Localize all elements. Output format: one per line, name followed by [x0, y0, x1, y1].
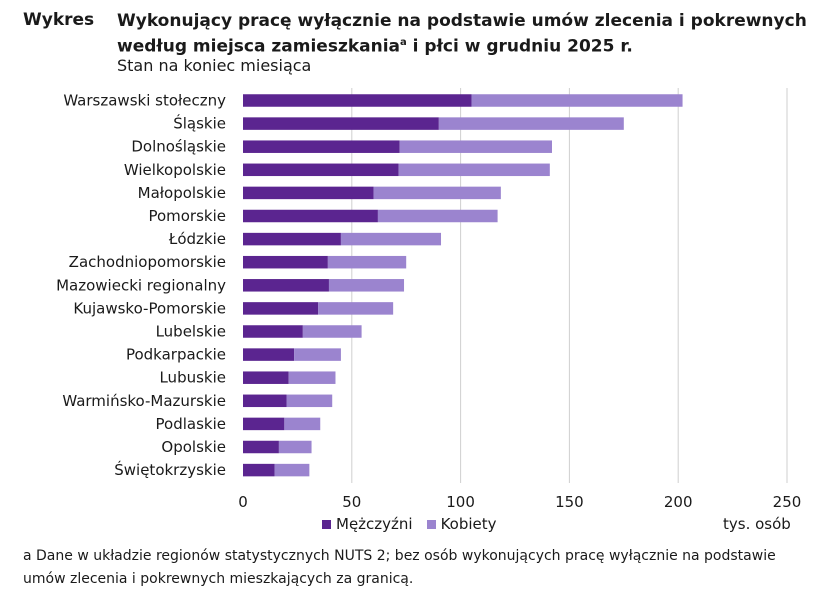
legend-swatch-men	[322, 519, 331, 529]
category-label: Lubuskie	[159, 369, 226, 387]
legend-item-men: Mężczyźni	[322, 515, 413, 533]
bar-men	[243, 325, 303, 338]
bar-men	[243, 186, 374, 200]
category-label: Wielkopolskie	[124, 161, 226, 179]
bar-women	[340, 232, 442, 246]
bar-men	[243, 140, 400, 153]
category-label: Kujawsko-Pomorskie	[73, 299, 226, 317]
category-label: Dolnośląskie	[131, 138, 226, 156]
bar-men	[243, 417, 285, 431]
bar-women	[274, 463, 310, 477]
x-tick-label: 200	[664, 493, 693, 511]
bar-women	[377, 209, 498, 223]
x-tick-labels: 0 50 100 150 200 250	[238, 493, 801, 511]
bar-men	[243, 117, 439, 130]
x-tick-label: 0	[238, 493, 248, 511]
category-label: Zachodniopomorskie	[69, 253, 226, 271]
chart-subtitle: Stan na koniec miesiąca	[117, 56, 312, 75]
chart-title-main: Wykonujący pracę wyłącznie na podstawie …	[117, 11, 807, 57]
category-label: Warmińsko-Mazurskie	[62, 392, 226, 410]
bar-women	[471, 94, 683, 107]
legend-label-men: Mężczyźni	[336, 515, 413, 533]
bar-women	[399, 140, 552, 153]
bar-women	[286, 394, 333, 408]
category-label: Lubelskie	[156, 323, 226, 341]
bar-women	[302, 325, 362, 338]
legend-swatch-women	[426, 519, 436, 529]
gridlines	[351, 88, 788, 483]
x-tick-label: 150	[555, 493, 584, 511]
bar-women	[288, 371, 336, 384]
category-label: Śląskie	[173, 114, 226, 133]
legend-label-women: Kobiety	[440, 515, 497, 533]
bar-men	[243, 348, 295, 361]
bar-men	[243, 94, 472, 107]
bar-women	[294, 348, 341, 361]
category-label: Mazowiecki regionalny	[56, 276, 226, 294]
x-tick-label: 250	[773, 493, 802, 511]
category-label: Podkarpackie	[126, 346, 226, 364]
bar-men	[243, 279, 329, 292]
bar-men	[243, 463, 275, 477]
chart-title: Wykonujący pracę wyłącznie na podstawie …	[117, 10, 817, 58]
bars	[243, 94, 683, 477]
bar-men	[243, 394, 287, 408]
category-label: Podlaskie	[156, 415, 226, 433]
footnote: a Dane w układzie regionów statystycznyc…	[23, 548, 776, 587]
bar-women	[438, 117, 624, 130]
legend: Mężczyźni Kobiety	[322, 515, 497, 533]
bar-women	[318, 302, 394, 315]
bar-women	[328, 279, 405, 292]
bar-women	[398, 163, 550, 177]
x-tick-label: 100	[446, 493, 475, 511]
chart-title-footnote-mark: a	[400, 37, 407, 48]
x-tick-label: 50	[342, 493, 361, 511]
chart-title-tail: i płci w grudniu 2025 r.	[406, 36, 633, 57]
bar-women	[373, 186, 501, 200]
bar-women	[284, 417, 321, 431]
bar-men	[243, 302, 319, 315]
legend-item-women: Kobiety	[426, 515, 497, 533]
bar-women	[278, 440, 312, 454]
bar-men	[243, 232, 341, 246]
category-label: Warszawski stołeczny	[63, 92, 226, 110]
bar-women	[327, 255, 407, 269]
figure-label: Wykres	[23, 10, 95, 30]
bar-men	[243, 371, 289, 384]
category-label: Małopolskie	[138, 184, 226, 202]
category-label: Łódzkie	[168, 230, 226, 248]
category-labels: Warszawski stołeczny Śląskie Dolnośląskie W…	[56, 92, 226, 480]
x-axis-unit-label: tys. osób	[723, 515, 791, 533]
category-label: Świętokrzyskie	[114, 460, 226, 479]
category-label: Opolskie	[161, 438, 226, 456]
bar-men	[243, 440, 279, 454]
bar-men	[243, 255, 328, 269]
bar-men	[243, 163, 399, 177]
category-label: Pomorskie	[148, 207, 226, 225]
bar-men	[243, 209, 378, 223]
